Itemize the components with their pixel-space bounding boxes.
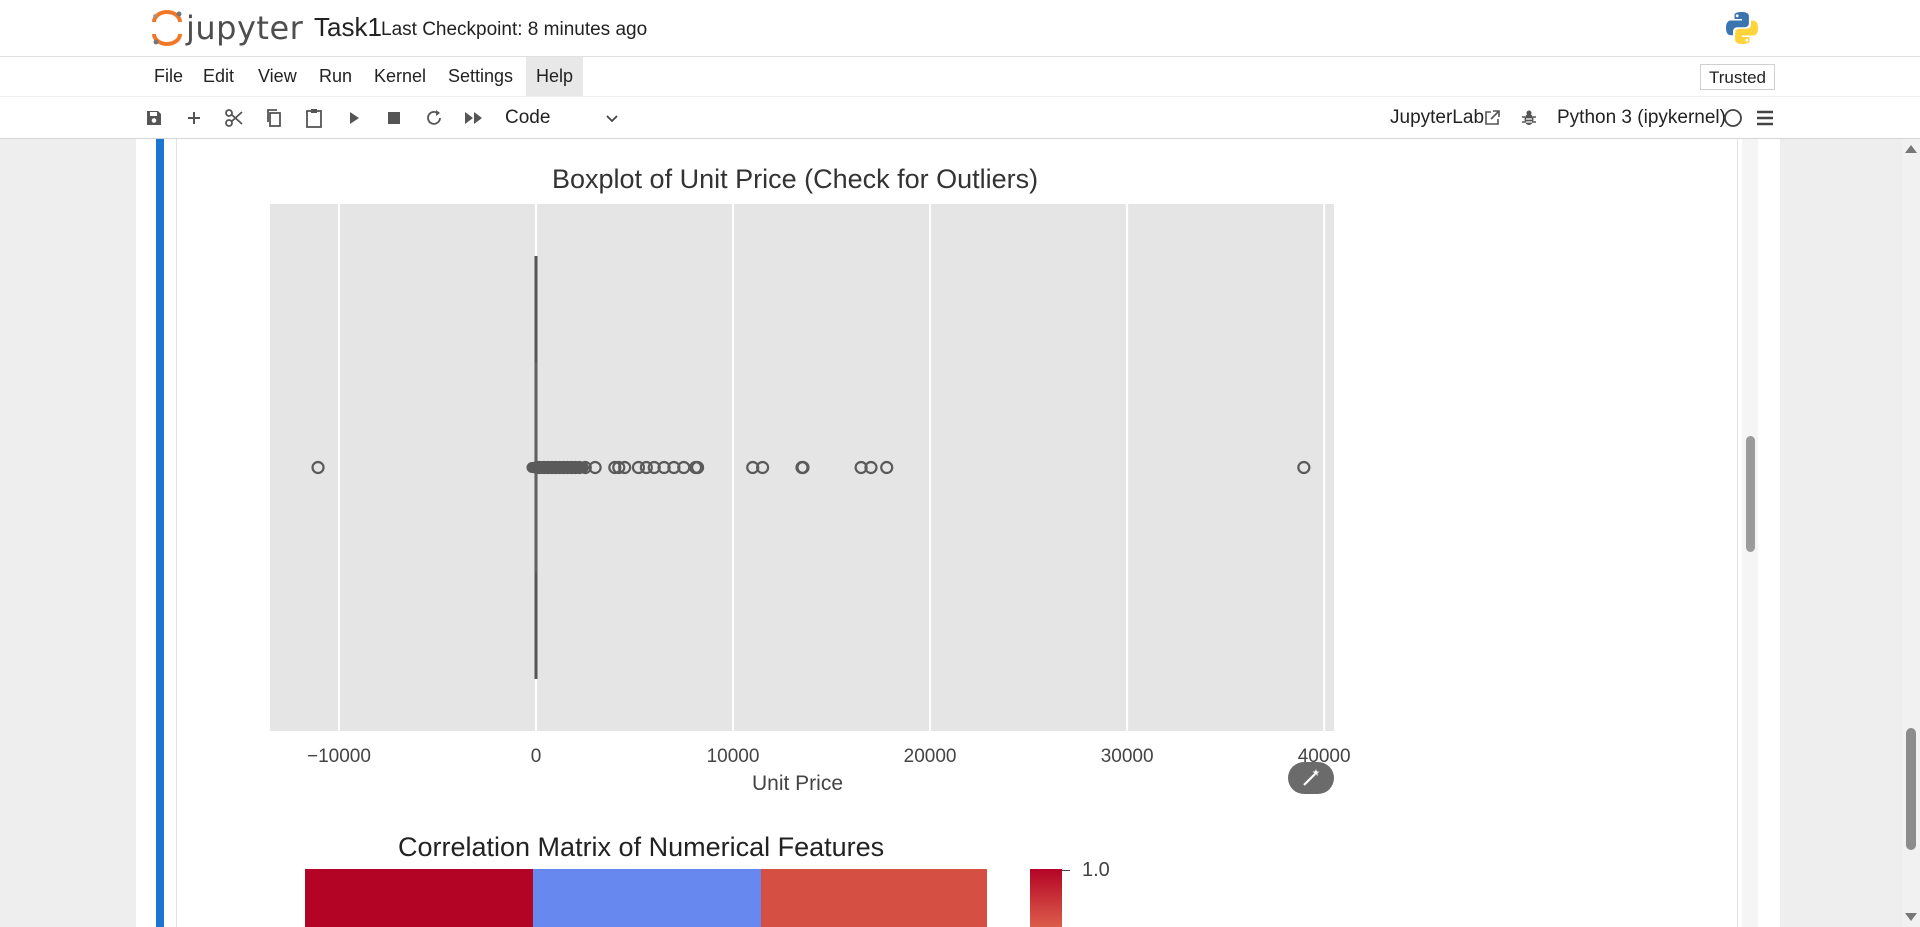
outlier-point	[639, 460, 653, 475]
cut-button[interactable]	[221, 105, 247, 131]
outlier-point	[1297, 460, 1311, 475]
debugger-button[interactable]	[1516, 105, 1542, 131]
x-tick-label: 40000	[1297, 746, 1351, 767]
magic-wand-button[interactable]	[1288, 762, 1334, 794]
outlier-point	[578, 460, 592, 475]
heatmap-cell-1	[533, 869, 761, 927]
active-cell-indicator[interactable]	[156, 139, 164, 927]
kernel-status-circle-icon	[1724, 109, 1742, 127]
x-tick-label: 0	[530, 746, 542, 767]
hamburger-menu-button[interactable]	[1752, 105, 1778, 131]
cut-icon	[225, 109, 243, 127]
cell-type-value: Code	[505, 107, 551, 128]
boxplot-plot-area	[270, 204, 1334, 731]
heatmap-colorbar	[1030, 869, 1062, 927]
outlier-point	[631, 460, 646, 475]
heatmap-title: Correlation Matrix of Numerical Features	[398, 832, 885, 862]
outlier-point	[568, 460, 583, 475]
stop-icon	[388, 112, 400, 124]
colorbar-tick	[1062, 870, 1070, 871]
notebook-scrollbar-thumb[interactable]	[1746, 436, 1755, 552]
kernel-name[interactable]: Python 3 (ipykernel)	[1557, 107, 1726, 128]
outlier-point	[572, 460, 586, 475]
outlier-point	[564, 460, 579, 475]
menu-run[interactable]: Run	[319, 66, 353, 86]
notebook-title[interactable]: Task1	[314, 12, 382, 42]
menu-view[interactable]: View	[258, 66, 297, 86]
boxplot-title: Boxplot of Unit Price (Check for Outlier…	[552, 164, 1039, 194]
x-tick-label: 30000	[1100, 746, 1154, 767]
fast-forward-icon	[465, 112, 482, 124]
outlier-point	[690, 460, 705, 475]
magic-wand-icon	[1303, 769, 1320, 786]
run-icon	[350, 112, 359, 124]
x-tick-label: 10000	[706, 746, 760, 767]
checkpoint-status: Last Checkpoint: 8 minutes ago	[381, 19, 648, 40]
outlier-point	[880, 460, 894, 475]
save-button[interactable]	[141, 105, 167, 131]
heatmap-cell-0	[305, 869, 533, 927]
paste-button[interactable]	[301, 105, 327, 131]
menu-bar: File Edit View Run Kernel Settings Help	[0, 57, 1920, 96]
python-logo-icon	[1726, 12, 1758, 44]
colorbar-max-label: 1.0	[1082, 859, 1110, 881]
menu-file[interactable]: File	[154, 66, 184, 86]
outlier-point	[608, 460, 622, 475]
jupyterlab-link[interactable]: JupyterLab	[1390, 107, 1485, 128]
jupyter-logo-icon	[152, 10, 182, 46]
notebook-toolbar: Code JupyterLab Python 3 (ipykernel)	[0, 97, 1920, 139]
save-icon	[147, 111, 161, 125]
cell-type-select[interactable]: Code	[505, 103, 625, 133]
outlier-point	[311, 460, 325, 475]
outlier-point	[854, 460, 868, 475]
window-scrollbar-thumb[interactable]	[1906, 728, 1916, 850]
menu-edit[interactable]: Edit	[203, 66, 235, 86]
heatmap-cell-2	[761, 869, 987, 927]
run-button[interactable]	[341, 105, 367, 131]
outlier-point	[746, 460, 760, 475]
outlier-point	[588, 460, 602, 475]
outlier-point	[612, 460, 626, 475]
plus-icon	[188, 112, 200, 124]
x-tick-label: 20000	[903, 746, 957, 767]
x-tick-label: −10000	[306, 746, 371, 767]
run-all-button[interactable]	[461, 105, 487, 131]
scroll-up-arrow-icon[interactable]	[1905, 145, 1917, 153]
outlier-point	[657, 460, 671, 475]
menu-help[interactable]: Help	[526, 57, 584, 96]
external-link-icon	[1485, 110, 1500, 125]
outlier-point	[647, 460, 661, 475]
boxplot-x-label: Unit Price	[752, 772, 844, 795]
jupyter-logo[interactable]: jupyter	[150, 8, 310, 48]
menu-settings[interactable]: Settings	[448, 66, 514, 86]
copy-button[interactable]	[261, 105, 287, 131]
chevron-down-icon	[606, 115, 618, 123]
trusted-badge[interactable]: Trusted	[1700, 64, 1776, 90]
logo-text: jupyter	[186, 9, 304, 47]
hamburger-icon	[1757, 110, 1773, 126]
restart-button[interactable]	[421, 105, 447, 131]
outlier-point	[755, 460, 770, 475]
scroll-down-arrow-icon[interactable]	[1905, 913, 1917, 921]
stop-button[interactable]	[381, 105, 407, 131]
boxplot-svg	[311, 204, 1326, 731]
outlier-point	[618, 460, 632, 475]
top-header: jupyter Task1 Last Checkpoint: 8 minutes…	[0, 0, 1920, 57]
bug-icon	[1522, 110, 1536, 125]
outlier-point	[667, 460, 681, 475]
outlier-point	[864, 460, 878, 475]
insert-cell-button[interactable]	[181, 105, 207, 131]
paste-icon	[306, 109, 322, 128]
outlier-point	[796, 460, 810, 475]
menu-kernel[interactable]: Kernel	[374, 66, 427, 86]
copy-icon	[267, 109, 281, 127]
restart-icon	[427, 110, 441, 125]
